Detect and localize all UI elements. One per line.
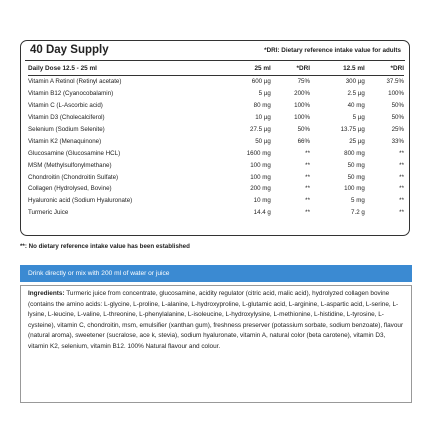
table-cell: 800 mg bbox=[344, 149, 365, 157]
table-cell: Vitamin D3 (Cholecalciferol) bbox=[28, 114, 105, 122]
table-cell: ** bbox=[305, 161, 310, 169]
table-cell: Collagen (Hydrolysed, Bovine) bbox=[28, 185, 112, 193]
table-cell: 50% bbox=[391, 114, 404, 122]
table-row: Vitamin A Retinol (Retinyl acetate) 600 µ… bbox=[28, 76, 404, 88]
table-cell: Vitamin B12 (Cyanocobalamin) bbox=[28, 90, 114, 98]
table-cell: 5 µg bbox=[352, 114, 365, 122]
column-header: Daily Dose 12.5 - 25 ml bbox=[28, 62, 217, 76]
table-cell: 50 µg bbox=[255, 137, 271, 145]
table-row: Vitamin C (L-Ascorbic acid) 80 mg 100% 40 m… bbox=[28, 100, 404, 112]
dri-note: *DRI: Dietary reference intake value for… bbox=[264, 47, 401, 54]
table-cell: Turmeric Juice bbox=[28, 209, 69, 217]
table-cell: 100% bbox=[294, 114, 310, 122]
separator bbox=[25, 60, 405, 61]
table-row: MSM (Methylsulfonylmethane) 100 mg ** 50 mg… bbox=[28, 159, 404, 171]
table-row: Hyaluronic acid (Sodium Hyaluronate) 10 m… bbox=[28, 195, 404, 207]
table-row: Selenium (Sodium Selenite) 27.5 µg 50% 13.7… bbox=[28, 124, 404, 136]
table-cell: ** bbox=[305, 185, 310, 193]
ingredients-label: Ingredients: bbox=[28, 290, 65, 297]
table-cell: 27.5 µg bbox=[250, 126, 271, 133]
table-cell: 66% bbox=[297, 137, 310, 145]
table-cell: 200% bbox=[294, 90, 310, 98]
table-cell: 50 mg bbox=[347, 161, 365, 169]
table-cell: 2.5 µg bbox=[347, 90, 365, 98]
table-cell: ** bbox=[399, 173, 404, 181]
header-row: Daily Dose 12.5 - 25 ml 25 ml *DRI 12.5 ml *… bbox=[28, 62, 404, 76]
table-cell: ** bbox=[399, 185, 404, 193]
table-row: Chondroitin (Chondroitin Sulfate) 100 mg *… bbox=[28, 171, 404, 183]
column-header: *DRI bbox=[270, 62, 310, 76]
table-cell: 10 mg bbox=[253, 197, 271, 205]
table-cell: 50% bbox=[391, 102, 404, 110]
table-cell: 50 mg bbox=[347, 173, 365, 181]
table-cell: 10 µg bbox=[255, 114, 271, 122]
table-row: Vitamin D3 (Cholecalciferol) 10 µg 100% 5 µ… bbox=[28, 112, 404, 124]
table-cell: ** bbox=[399, 149, 404, 157]
table-cell: ** bbox=[305, 173, 310, 181]
table-cell: 50% bbox=[297, 126, 310, 133]
table-cell: 200 mg bbox=[250, 185, 271, 193]
table-cell: Vitamin K2 (Menaquinone) bbox=[28, 137, 102, 145]
table-cell: 25% bbox=[391, 126, 404, 133]
table-row: Vitamin B12 (Cyanocobalamin) 5 µg 200% 2.5 … bbox=[28, 88, 404, 100]
table-cell: ** bbox=[305, 149, 310, 157]
table-cell: 100 mg bbox=[250, 161, 271, 169]
table-cell: 33% bbox=[391, 137, 404, 145]
table-body: Vitamin A Retinol (Retinyl acetate) 600 µ… bbox=[28, 76, 404, 219]
table-row: Turmeric Juice 14.4 g ** 7.2 g ** bbox=[28, 207, 404, 219]
table-cell: Glucosamine (Glucosamine HCL) bbox=[28, 149, 121, 157]
table-cell: 100% bbox=[294, 102, 310, 110]
title: 40 Day Supply bbox=[30, 44, 109, 56]
table-cell: 25 µg bbox=[349, 137, 365, 145]
table-row: Vitamin K2 (Menaquinone) 50 µg 66% 25 µg 33% bbox=[28, 135, 404, 147]
table-cell: ** bbox=[305, 197, 310, 205]
nutrition-table: Daily Dose 12.5 - 25 ml 25 ml *DRI 12.5 ml *… bbox=[28, 62, 404, 219]
table-cell: 7.2 g bbox=[351, 209, 365, 217]
table-cell: 14.4 g bbox=[253, 209, 271, 217]
table-cell: 100 mg bbox=[250, 173, 271, 181]
table-cell: Chondroitin (Chondroitin Sulfate) bbox=[28, 173, 119, 181]
table-cell: 13.75 µg bbox=[340, 126, 365, 133]
table-cell: ** bbox=[305, 209, 310, 217]
ingredients-text: Turmeric juice from concentrate, glucosa… bbox=[28, 290, 404, 350]
table-cell: 75% bbox=[297, 78, 310, 86]
column-header: 25 ml bbox=[216, 62, 271, 76]
table-cell: 40 mg bbox=[347, 102, 365, 110]
column-header: *DRI bbox=[364, 62, 404, 76]
table-cell: 100% bbox=[388, 90, 404, 98]
table-cell: Vitamin C (L-Ascorbic acid) bbox=[28, 102, 103, 110]
table-row: Glucosamine (Glucosamine HCL) 1600 mg ** 80… bbox=[28, 147, 404, 159]
table-cell: 5 µg bbox=[258, 90, 271, 98]
table-cell: 37.5% bbox=[386, 78, 404, 86]
table-cell: MSM (Methylsulfonylmethane) bbox=[28, 161, 112, 169]
table-cell: Hyaluronic acid (Sodium Hyaluronate) bbox=[28, 197, 133, 205]
table-cell: Selenium (Sodium Selenite) bbox=[28, 126, 105, 133]
table-cell: 100 mg bbox=[344, 185, 365, 193]
table-cell: 600 µg bbox=[251, 78, 271, 86]
table-cell: 5 mg bbox=[351, 197, 365, 205]
table-cell: 300 µg bbox=[345, 78, 365, 86]
table-cell: Vitamin A Retinol (Retinyl acetate) bbox=[28, 78, 122, 86]
ingredients-box: Ingredients: Turmeric juice from concent… bbox=[20, 285, 412, 403]
table-cell: 1600 mg bbox=[246, 149, 271, 157]
column-header: 12.5 ml bbox=[309, 62, 365, 76]
footnote: **: No dietary reference intake value ha… bbox=[20, 243, 190, 250]
supply-box: 40 Day Supply *DRI: Dietary reference in… bbox=[20, 40, 410, 236]
instruction-bar: Drink directly or mix with 200 ml of wat… bbox=[20, 265, 412, 282]
table-cell: ** bbox=[399, 197, 404, 205]
table-row: Collagen (Hydrolysed, Bovine) 200 mg ** 100… bbox=[28, 183, 404, 195]
table-cell: 80 mg bbox=[253, 102, 271, 110]
table-cell: ** bbox=[399, 161, 404, 169]
table-cell: ** bbox=[399, 209, 404, 217]
